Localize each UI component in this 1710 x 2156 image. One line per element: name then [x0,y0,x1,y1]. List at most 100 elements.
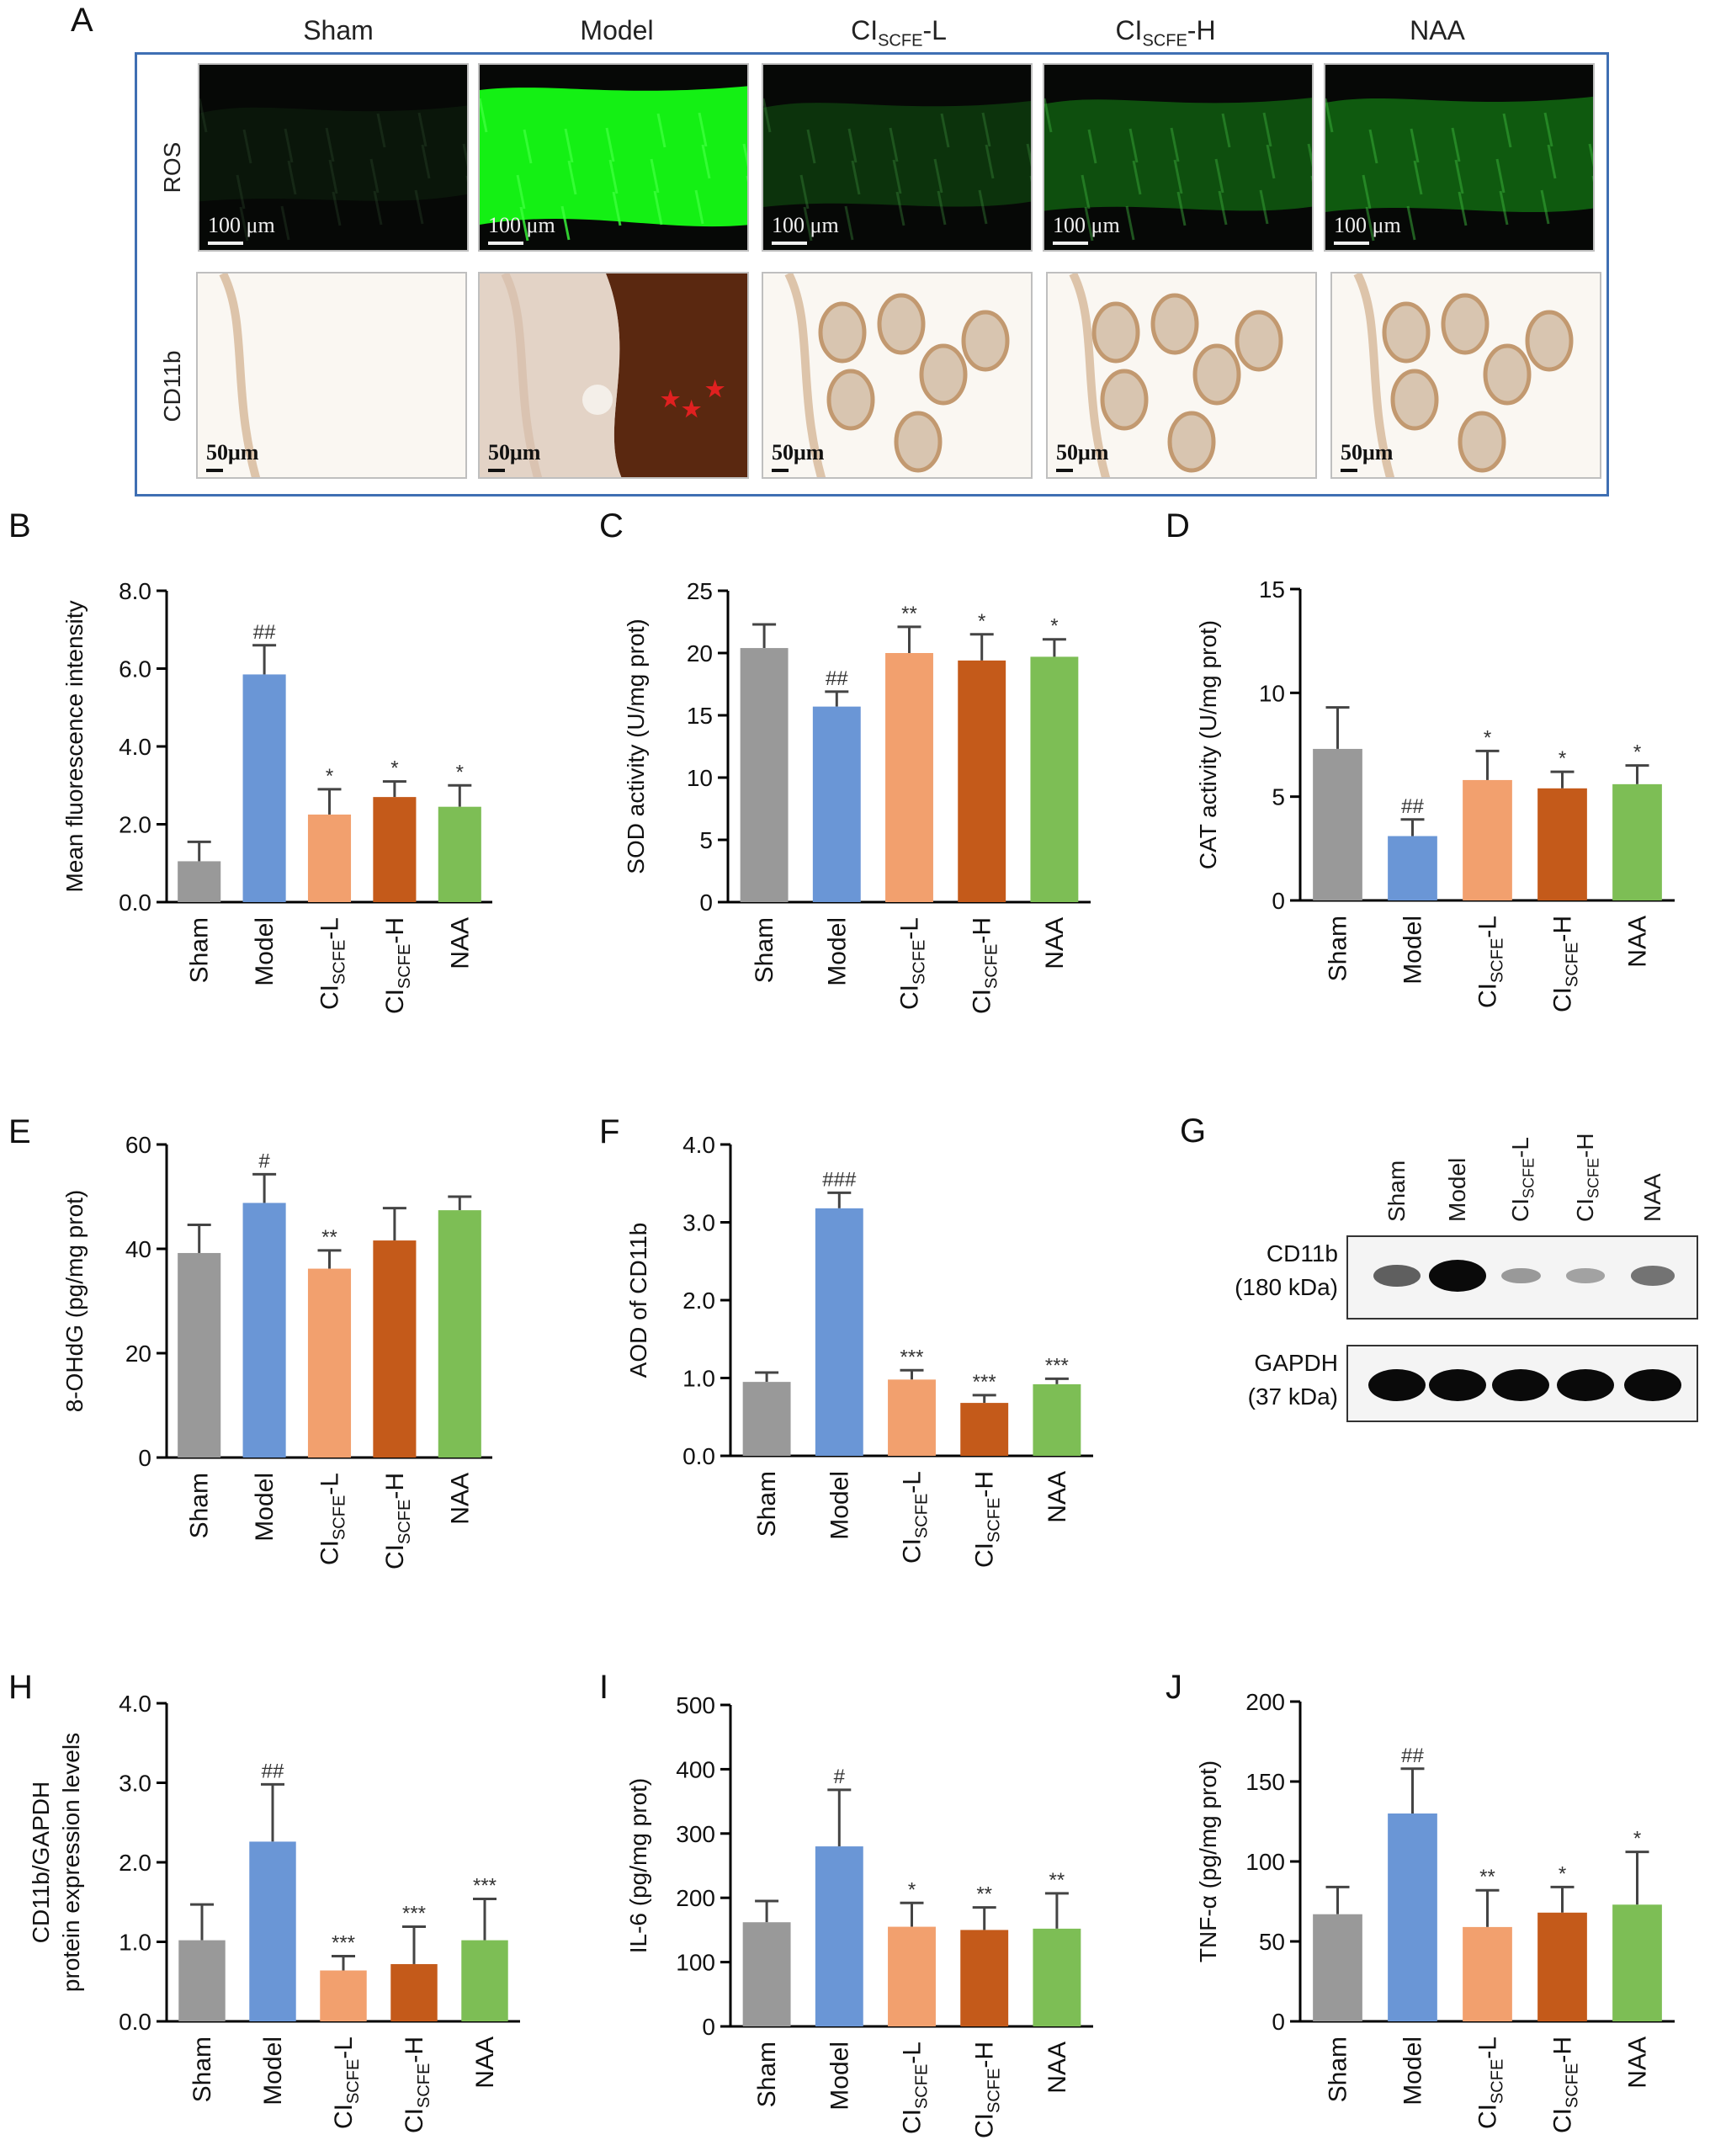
y-tick-label: 400 [676,1756,715,1782]
significance-mark: # [834,1766,846,1788]
significance-mark: * [390,757,398,780]
label-base: Model [1444,1157,1470,1222]
bar-3 [390,1963,438,2021]
bar-0 [178,861,221,902]
row-label-ros: ROS [159,141,185,194]
significance-mark: ** [321,1226,337,1249]
protein-band-4 [1624,1369,1681,1401]
x-tick-label: CISCFE-L [1474,916,1507,1008]
label-subscript: SCFE [1142,31,1187,50]
label-base: CI [1507,1198,1533,1222]
bar-3 [960,1403,1009,1456]
x-tick-label: Sham [753,1471,781,1537]
scale-bar: 50μm [772,440,825,472]
y-axis-label: CAT activity (U/mg prot) [1195,620,1221,869]
label-suffix: -L [922,15,947,45]
x-tick-label: NAA [1624,2037,1652,2089]
y-tick-label: 0 [1272,2009,1285,2035]
bar-4 [438,1210,481,1458]
y-tick-label: 5 [1272,784,1285,810]
ros-fluorescence [1325,96,1593,242]
bar-1 [1388,1813,1437,2021]
x-tick-label: CISCFE-H [969,917,1001,1014]
scale-bar: 100 μm [772,213,839,245]
panel-letter: I [599,1669,608,1706]
column-header-0: Sham [199,15,477,46]
significance-mark: *** [402,1903,426,1925]
x-tick-label: NAA [1044,2042,1071,2094]
panel-letter-a: A [71,2,93,39]
bar-0 [178,1252,221,1458]
label-subscript: SCFE [878,31,923,50]
ros-fluorescence [1044,98,1312,242]
scale-text: 50μm [488,440,541,465]
scale-bar: 50μm [1341,440,1394,472]
label-base: CI [851,15,879,45]
label-suffix: -L [1507,1137,1533,1158]
protein-band-2 [1500,1267,1541,1284]
scale-line [488,469,505,472]
svg-text:★: ★ [705,376,725,401]
protein-band-0 [1368,1369,1426,1401]
x-tick-label: CISCFE-H [381,917,414,1014]
lane-label-3: CISCFE-H [1572,1133,1603,1222]
y-tick-label: 0.0 [119,2009,151,2035]
label-base: NAA [1410,15,1465,45]
y-tick-label: 15 [687,703,713,729]
bar-2 [307,814,352,902]
cd11b-image-2: 50μm [762,272,1033,479]
y-tick-label: 200 [1245,1689,1285,1715]
column-header-2: CISCFE-L [760,15,1038,50]
y-tick-label: 3.0 [119,1771,151,1797]
panel-letter-g: G [1180,1113,1207,1150]
microscopy-panel: ROS CD11b 100 μm 100 μm 100 μm 100 μm 100 μm 50… [135,52,1609,497]
bar-3 [1537,1912,1587,2021]
ros-fluorescence [199,98,467,242]
y-axis-label: SOD activity (U/mg prot) [623,619,649,874]
bar-0 [1313,748,1362,900]
x-tick-label: NAA [1624,916,1652,968]
significance-mark: * [456,761,464,783]
x-tick-label: Model [826,2042,853,2111]
y-tick-label: 0 [702,2014,715,2040]
y-tick-label: 4.0 [682,1132,715,1158]
y-tick-label: 20 [687,640,713,666]
significance-mark: * [1050,615,1058,638]
bar-4 [1612,1904,1662,2021]
y-tick-label: 50 [1259,1929,1285,1955]
significance-mark: *** [473,1874,497,1897]
panel-letter: H [8,1669,33,1706]
protein-name: GAPDH [1254,1350,1338,1376]
label-base: CI [1115,15,1143,45]
bar-0 [742,1922,791,2026]
x-tick-label: NAA [446,1473,474,1525]
x-tick-label: CISCFE-H [381,1473,414,1569]
protein-band-2 [1492,1369,1549,1401]
svg-text:★: ★ [661,386,681,412]
y-tick-label: 15 [1259,576,1285,603]
ros-fluorescence [763,98,1031,242]
scale-text: 50μm [772,440,825,465]
bar-3 [958,660,1006,902]
significance-mark: ### [822,1168,857,1191]
y-tick-label: 300 [676,1821,715,1847]
y-tick-label: 4.0 [119,734,151,760]
y-tick-label: 1.0 [119,1930,151,1956]
y-tick-label: 1.0 [682,1366,715,1392]
significance-mark: * [1559,1862,1566,1885]
bar-3 [373,797,417,902]
y-tick-label: 20 [125,1341,151,1367]
bar-1 [812,706,861,902]
scale-bar: 100 μm [488,213,555,245]
scale-text: 50μm [1056,440,1109,465]
bar-2 [320,1970,367,2021]
significance-mark: ** [1479,1866,1495,1888]
x-tick-label: CISCFE-L [1474,2037,1507,2129]
bar-3 [1537,788,1587,900]
panel-letter: J [1166,1669,1182,1706]
x-tick-label: CISCFE-H [401,2037,433,2133]
scale-text: 50μm [1341,440,1394,465]
x-tick-label: CISCFE-H [971,1471,1004,1568]
protein-band-3 [1566,1268,1605,1283]
y-tick-label: 2.0 [682,1288,715,1314]
